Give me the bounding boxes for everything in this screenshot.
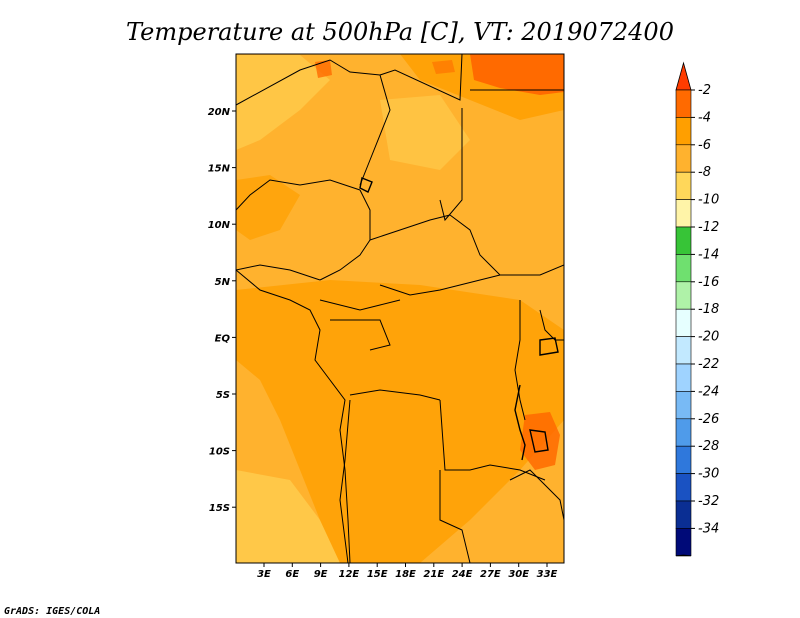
colorbar-swatch — [675, 171, 692, 200]
colorbar-swatch — [675, 473, 692, 502]
lat-tick-label: 15S — [209, 503, 230, 514]
field-warmest-patch — [315, 60, 332, 78]
colorbar-top-triangle — [675, 61, 692, 91]
lon-tick-label: 3E — [257, 569, 271, 580]
lat-tick-label: EQ — [215, 333, 231, 344]
colorbar-label: -8 — [698, 165, 711, 180]
colorbar-swatch — [675, 226, 692, 255]
lon-tick-label: 12E — [339, 569, 360, 580]
lat-tick-label: 10S — [209, 447, 230, 458]
colorbar-swatch — [675, 144, 692, 173]
field-cool-patch — [380, 95, 470, 170]
colorbar-swatch — [675, 336, 692, 365]
colorbar-swatch — [675, 117, 692, 146]
colorbar-swatch — [675, 528, 692, 557]
colorbar-label: -16 — [698, 275, 719, 290]
colorbar-swatch — [675, 254, 692, 283]
colorbar-swatch — [675, 445, 692, 474]
colorbar-label: -34 — [698, 521, 719, 536]
figure-title: Temperature at 500hPa [C], VT: 201907240… — [126, 18, 674, 46]
colorbar-swatch — [675, 391, 692, 420]
coastline — [236, 269, 351, 563]
lon-tick-label: 27E — [480, 569, 501, 580]
lat-tick-label: 5N — [215, 277, 231, 288]
lon-tick-label: 33E — [537, 569, 558, 580]
lat-tick-label: 5S — [216, 390, 230, 401]
lon-tick-label: 15E — [367, 569, 388, 580]
colorbar-swatch — [675, 308, 692, 337]
lat-tick-label: 15N — [208, 164, 231, 175]
field-cool-patch — [236, 55, 330, 150]
lon-tick-label: 30E — [508, 569, 529, 580]
colorbar-label: -26 — [698, 412, 719, 427]
colorbar-label: -20 — [698, 330, 719, 345]
field-cool-patch — [236, 470, 340, 563]
colorbar-swatch — [675, 363, 692, 392]
colorbar-label: -22 — [698, 357, 719, 372]
lon-tick-label: 21E — [423, 569, 444, 580]
lon-tick-label: 6E — [285, 569, 299, 580]
country-borders — [236, 54, 564, 563]
colorbar-swatch — [675, 199, 692, 228]
colorbar-label: -2 — [698, 83, 711, 98]
colorbar-label: -24 — [698, 384, 719, 399]
colorbar-label: -30 — [698, 467, 719, 482]
lat-tick-label: 10N — [208, 220, 231, 231]
map-panel: 3E 6E 9E 12E 15E 18E 21E 24E 27E 30E 33E 20N 15N 10N… — [208, 53, 565, 580]
colorbar-label: -18 — [698, 302, 719, 317]
colorbar-swatch — [675, 418, 692, 447]
lon-tick-label: 18E — [395, 569, 416, 580]
lon-tick-label: 24E — [452, 569, 473, 580]
field-warmest-patch — [432, 60, 455, 74]
colorbar-label: -32 — [698, 494, 719, 509]
colorbar-label: -12 — [698, 220, 719, 235]
colorbar-swatch — [675, 89, 692, 118]
colorbar-swatch — [675, 281, 692, 310]
field-warmest-patch — [470, 54, 564, 95]
colorbar-bottom-triangle — [675, 554, 692, 557]
colorbar: -2 -4 -6 -8 -10 -12 -14 -16 -18 -20 -22 -24 -26 -28 -3… — [675, 61, 719, 557]
field-warm-area — [236, 280, 564, 563]
colorbar-swatch — [675, 500, 692, 529]
colorbar-label: -28 — [698, 439, 719, 454]
lon-tick-label: 9E — [314, 569, 328, 580]
colorbar-label: -4 — [698, 110, 711, 125]
field-warmest-patch — [520, 412, 560, 470]
colorbar-label: -14 — [698, 247, 719, 262]
colorbar-label: -6 — [698, 138, 711, 153]
map-frame — [235, 53, 565, 564]
lake-outlines — [359, 177, 559, 461]
colorbar-label: -10 — [698, 193, 719, 208]
field-warm-area — [236, 175, 300, 240]
lat-tick-label: 20N — [208, 107, 231, 118]
grads-credit: GrADS: IGES/COLA — [4, 606, 100, 617]
